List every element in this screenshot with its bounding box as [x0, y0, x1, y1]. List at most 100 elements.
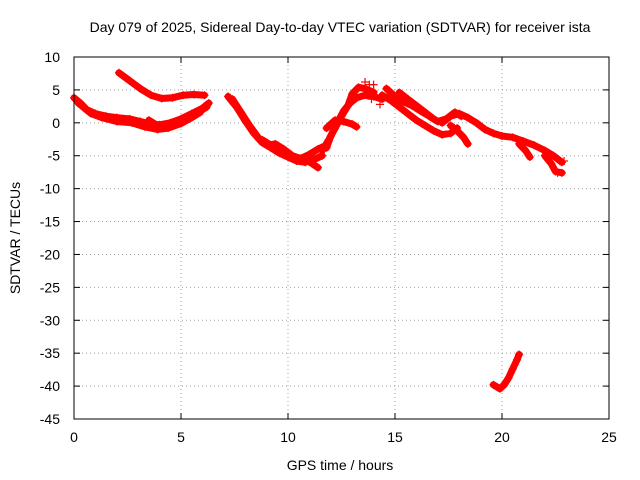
data-point [489, 129, 498, 138]
data-point [331, 116, 340, 125]
data-point [382, 84, 391, 93]
data-point [147, 91, 156, 100]
data-point [515, 139, 524, 148]
data-point [125, 76, 134, 85]
data-point [331, 124, 340, 133]
y-axis-label: SDTVAR / TECUs [7, 182, 23, 294]
data-point [144, 116, 153, 125]
data-point [352, 122, 361, 131]
data-point [512, 355, 521, 364]
data-point [179, 91, 188, 100]
plus-marker [371, 91, 380, 100]
series-track-f4 [541, 152, 566, 177]
data-point [395, 103, 404, 112]
data-point [480, 125, 489, 134]
data-point [318, 146, 327, 155]
data-point [386, 96, 395, 105]
data-point [446, 121, 455, 130]
data-point [324, 135, 333, 144]
data-point [420, 108, 429, 117]
data-point [155, 122, 164, 131]
data-point [412, 101, 421, 110]
y-tick-label: 10 [44, 49, 60, 65]
data-point [200, 91, 209, 100]
series-track-c3 [258, 136, 322, 172]
series-track-e [378, 91, 461, 139]
data-point [202, 103, 211, 112]
x-tick-label: 20 [494, 429, 510, 445]
y-tick-label: 5 [52, 82, 60, 98]
data-point [453, 126, 462, 135]
plus-marker [560, 156, 569, 165]
data-point [136, 84, 145, 93]
x-tick-label: 5 [177, 429, 185, 445]
data-point [112, 117, 121, 126]
data-point [521, 146, 530, 155]
data-point [343, 101, 352, 110]
x-tick-label: 10 [280, 429, 296, 445]
data-point [472, 118, 481, 127]
plus-marker [361, 78, 370, 87]
y-tick-label: -5 [48, 148, 61, 164]
data-point [463, 113, 472, 122]
series-track-f [438, 110, 566, 166]
data-point [515, 350, 524, 359]
series-track-f2 [447, 122, 472, 148]
data-point [191, 109, 200, 118]
data-point [127, 118, 136, 127]
data-point [395, 88, 404, 97]
data-point [189, 90, 198, 99]
y-tick-label: -10 [40, 181, 60, 197]
data-point [438, 118, 447, 127]
plus-marker [542, 149, 551, 158]
data-point [74, 99, 83, 108]
x-axis-label: GPS time / hours [287, 457, 394, 473]
data-point [281, 150, 290, 159]
chart-title: Day 079 of 2025, Sidereal Day-to-day VTE… [90, 19, 591, 35]
data-point [354, 83, 363, 92]
data-point [549, 151, 558, 160]
data-point [429, 126, 438, 135]
data-point [348, 120, 357, 129]
data-point [504, 374, 513, 383]
data-point [157, 94, 166, 103]
data-point [339, 117, 348, 126]
data-point [168, 93, 177, 102]
x-tick-label: 0 [70, 429, 78, 445]
data-point [269, 142, 278, 151]
data-point [97, 113, 106, 122]
data-point [446, 129, 455, 138]
data-point [258, 135, 267, 144]
data-point [292, 154, 301, 163]
y-tick-label: -25 [40, 279, 60, 295]
data-point [228, 95, 237, 104]
data-point [179, 116, 188, 125]
data-point [114, 68, 123, 77]
plot-frame [73, 56, 610, 420]
series-track-a3 [145, 103, 211, 131]
data-point [438, 130, 447, 139]
x-tick-label: 15 [387, 429, 403, 445]
data-point [87, 109, 96, 118]
y-tick-label: -20 [40, 246, 60, 262]
data-point [508, 364, 517, 373]
data-point [498, 131, 506, 140]
series-layer [70, 68, 566, 393]
data-point [500, 380, 509, 389]
data-point [140, 122, 149, 131]
data-point [463, 139, 472, 148]
x-tick-label: 25 [601, 429, 617, 445]
y-tick-label: -35 [40, 345, 60, 361]
y-tick-label: -30 [40, 312, 60, 328]
data-point [489, 380, 498, 389]
plus-marker [376, 100, 385, 109]
y-tick-label: 0 [52, 115, 60, 131]
data-point [525, 153, 534, 162]
data-point [166, 122, 175, 131]
data-point [245, 121, 254, 130]
data-point [313, 163, 322, 172]
data-point [459, 133, 468, 142]
y-tick-label: -40 [40, 378, 60, 394]
data-point [420, 121, 429, 130]
